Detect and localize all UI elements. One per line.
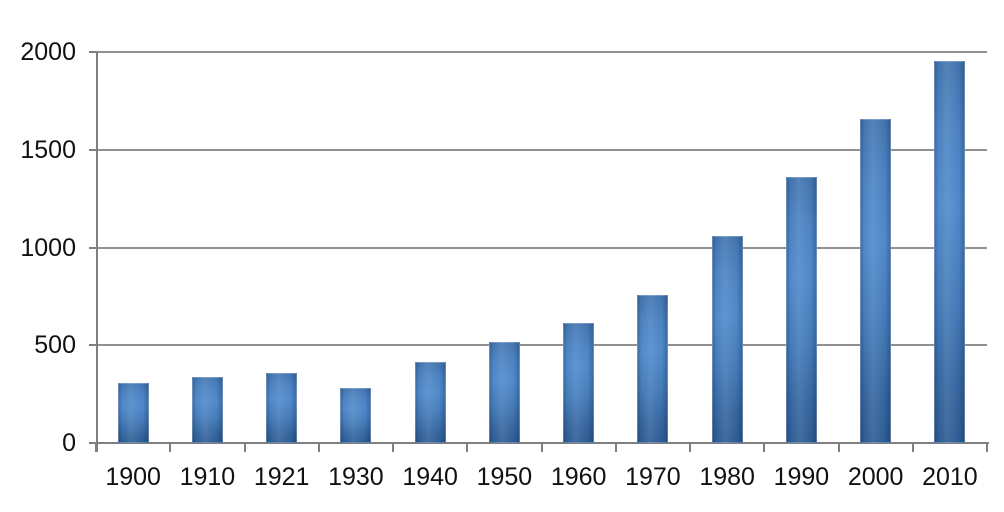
y-axis-tick-label: 1000 [20, 233, 76, 262]
x-axis-tick-label: 1980 [699, 463, 755, 491]
y-axis-tick-2000 [89, 51, 97, 53]
x-axis-tick-label: 1960 [550, 463, 607, 491]
y-axis-tick-label: 2000 [20, 38, 76, 66]
x-axis-tick [169, 443, 172, 452]
bar-1980 [711, 235, 743, 443]
x-axis-tick [243, 443, 246, 452]
bar-1910 [191, 377, 223, 443]
bar-1970 [637, 295, 669, 443]
x-axis-line [89, 442, 989, 444]
bar-1960 [563, 322, 595, 443]
y-axis-tick-label: 0 [62, 429, 76, 457]
gridline-500 [96, 344, 987, 347]
y-axis-tick-label: 1500 [20, 135, 76, 164]
y-axis-tick-1000 [89, 246, 97, 249]
x-axis-tick [837, 443, 840, 452]
x-axis-tick [317, 443, 320, 452]
x-axis-tick-label: 1990 [773, 463, 830, 491]
x-axis-tick [689, 443, 691, 452]
bar-2010 [934, 60, 966, 443]
bar-1921 [266, 373, 298, 443]
x-axis-tick-label: 2000 [847, 463, 904, 491]
x-axis-tick-label: 2010 [922, 463, 978, 491]
y-axis-tick-1500 [89, 148, 97, 151]
x-axis-tick [540, 443, 543, 452]
x-axis-tick [95, 443, 97, 452]
x-axis-tick [763, 443, 766, 452]
x-axis-tick-label: 1950 [476, 463, 533, 491]
x-axis-tick [986, 443, 988, 452]
x-axis-tick [466, 443, 469, 452]
gridline-2000 [96, 51, 987, 53]
x-axis-tick-label: 1940 [402, 463, 458, 491]
bar-1940 [414, 361, 446, 443]
x-axis-tick [392, 443, 394, 452]
bar-1990 [785, 176, 817, 443]
x-axis-tick-label: 1970 [625, 463, 681, 491]
x-axis-tick-label: 1930 [328, 463, 384, 491]
gridline-1000 [96, 246, 987, 249]
bar-2000 [860, 119, 892, 443]
y-axis-tick-label: 500 [34, 331, 76, 360]
x-axis-tick-label: 1900 [105, 463, 161, 491]
x-axis-tick-label: 1910 [179, 463, 236, 491]
x-axis-tick-label: 1921 [253, 463, 310, 491]
bar-1900 [117, 382, 149, 443]
bar-1930 [340, 387, 372, 443]
bar-1950 [488, 341, 520, 443]
gridline-1500 [96, 148, 987, 151]
y-axis-tick-500 [89, 344, 97, 347]
y-axis-line [96, 52, 98, 452]
x-axis-tick [911, 443, 914, 452]
x-axis-tick [614, 443, 617, 452]
